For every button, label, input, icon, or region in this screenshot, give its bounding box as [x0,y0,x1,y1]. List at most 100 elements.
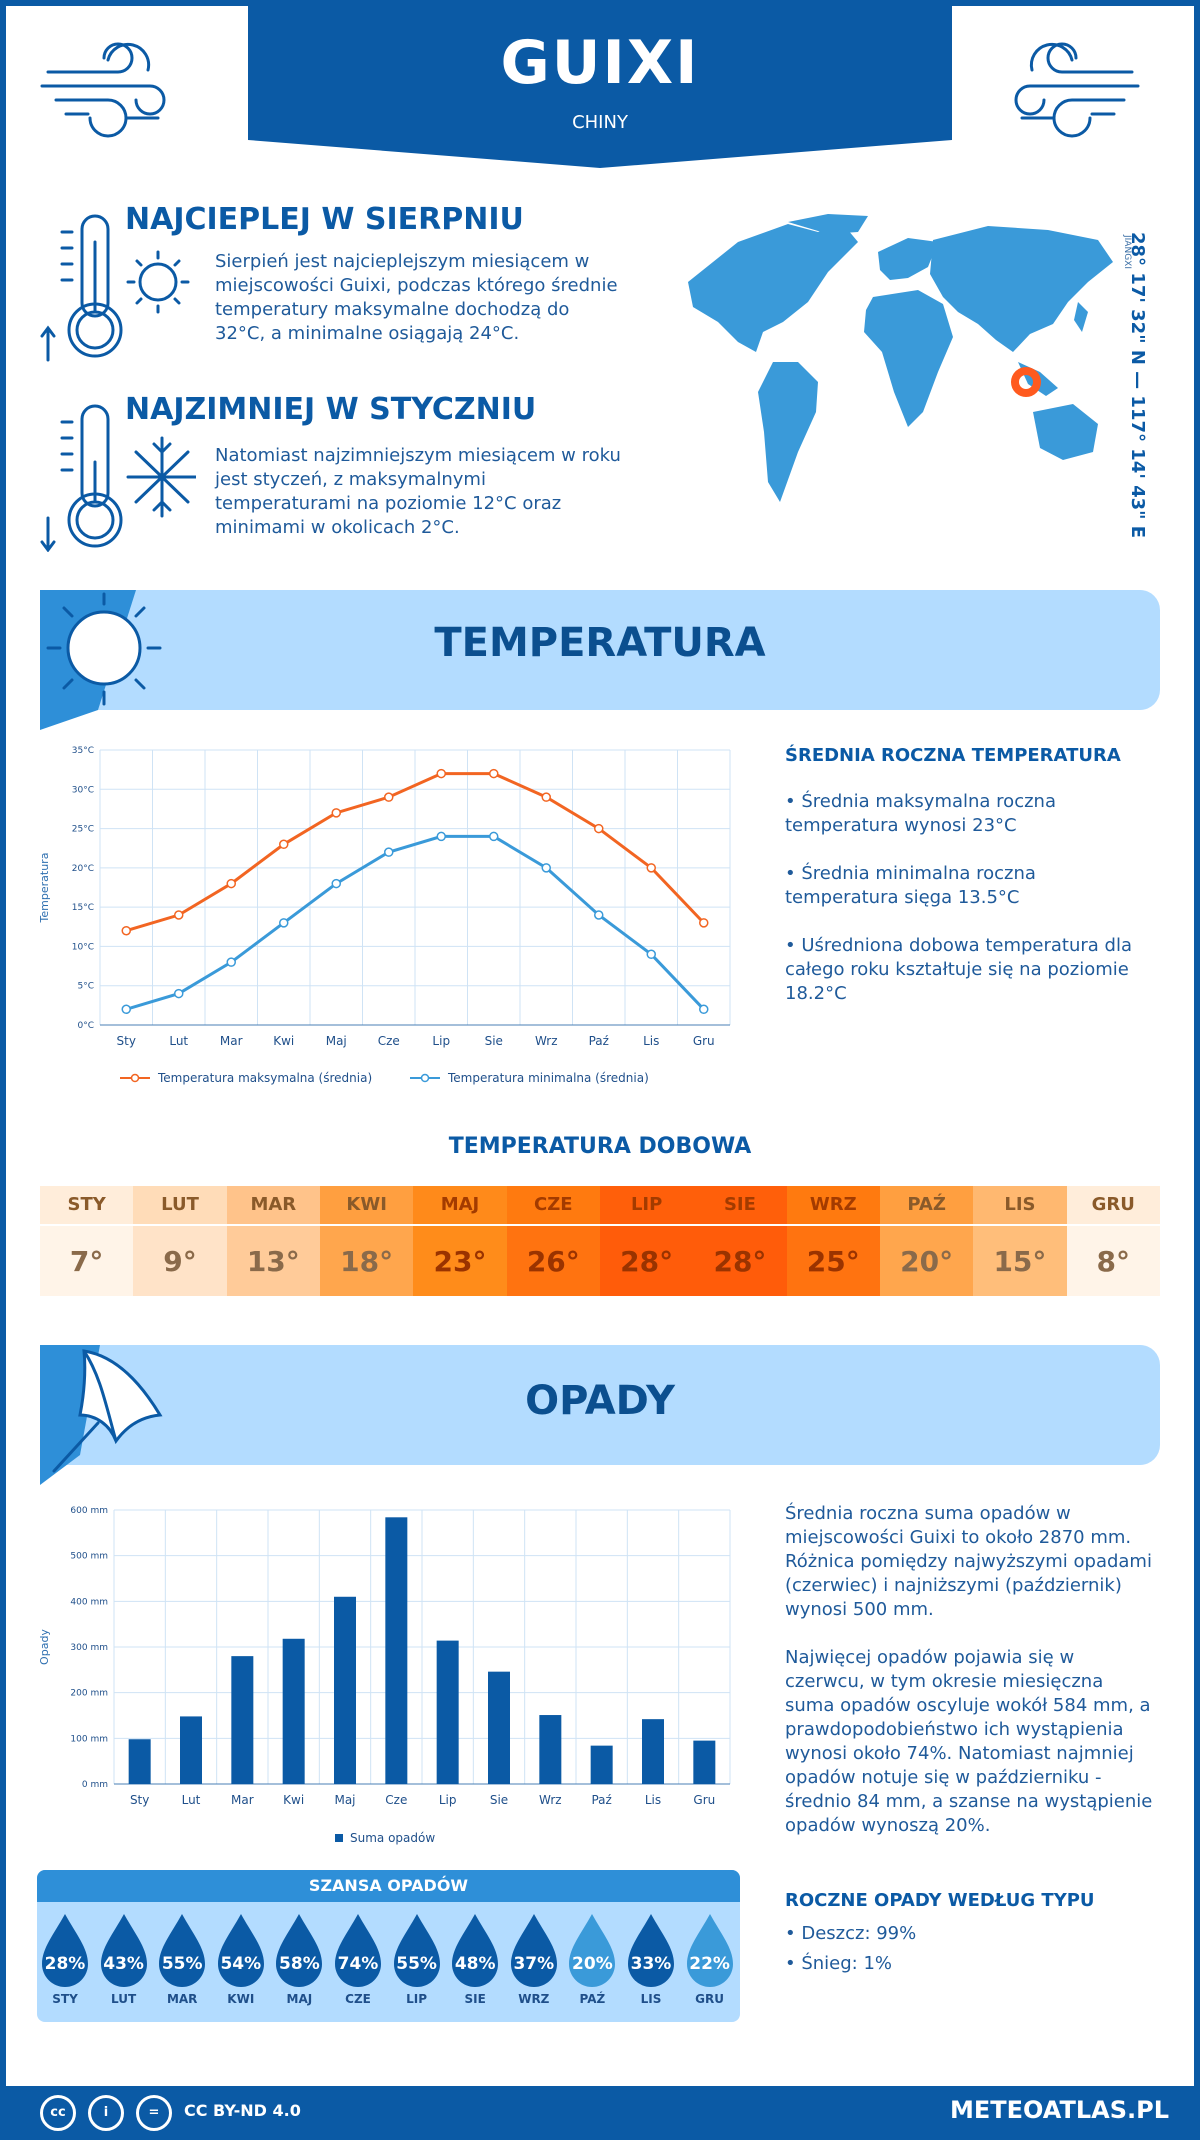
x-tick-label: Lip [439,1793,457,1807]
x-tick-label: Cze [378,1034,400,1048]
rain-chance-drop: 48% SIE [446,1912,504,2012]
x-tick-label: Lis [643,1034,659,1048]
site-link[interactable]: METEOATLAS.PL [950,2096,1170,2124]
data-point [331,878,341,889]
temperature-chart: 0°C 5°C 10°C 15°C 20°C 25°C 30°C 35°C Sty Lut Mar K… [38,746,731,1085]
x-tick-label: Wrz [535,1034,558,1048]
rain-chance-value: 74% [337,1954,379,1974]
x-tick-label: Maj [326,1034,347,1048]
y-tick-label: 35°C [72,746,94,756]
x-tick-label: Maj [334,1793,355,1807]
x-tick-label: Lip [432,1034,450,1048]
raindrop-icon [569,1914,616,1987]
data-point [174,988,184,999]
umbrella-icon [40,1345,163,1485]
daily-temp-cell: WRZ 25° [786,1186,880,1296]
data-point [436,768,446,779]
x-tick-label: Lis [645,1793,661,1807]
y-tick-label: 300 mm [70,1643,108,1653]
raindrop-icon [100,1914,147,1987]
daily-temp-cell: LIP 28° [599,1186,694,1296]
x-tick-label: Sty [117,1034,136,1048]
x-tick-label: Kwi [273,1034,294,1048]
rain-chance-month: STY [52,1992,78,2006]
data-point [489,831,499,842]
daily-temp-cell: LIS 15° [973,1186,1067,1296]
precip-type-title: ROCZNE OPADY WEDŁUG TYPU [785,1890,1095,1911]
data-point [646,863,656,873]
bar [488,1671,510,1784]
y-tick-label: 25°C [72,825,94,835]
precip-text-1: Średnia roczna suma opadów w miejscowośc… [785,1503,1152,1620]
raindrop-icon [217,1914,264,1987]
daily-temp-cell: CZE 26° [506,1186,600,1296]
rain-chance-value: 28% [44,1954,86,1974]
rain-chance-month: MAJ [286,1992,313,2006]
data-point [331,808,341,818]
rain-chance-month: SIE [464,1992,486,2006]
rain-chance-drop: 43% LUT [95,1912,153,2012]
rain-chance-value: 33% [630,1954,672,1974]
precip-type-rain: • Deszcz: 99% [785,1923,917,1944]
data-point [174,910,184,920]
y-tick-label: 200 mm [70,1689,108,1699]
data-point [384,792,394,802]
x-tick-label: Paź [589,1034,609,1048]
daily-month-label: KWI [319,1186,414,1224]
precip-band [40,1345,1160,1465]
raindrop-icon [276,1914,323,1987]
raindrop-icon [452,1914,499,1987]
data-point [594,910,604,920]
wind-icon [40,42,166,138]
annual-temp-min: • Średnia minimalna roczna temperatura s… [785,863,1036,908]
rain-chance-month: PAŹ [579,1992,606,2006]
legend-label: Temperatura minimalna (średnia) [447,1071,649,1085]
daily-temp-cell: LUT 9° [133,1186,227,1296]
bar [128,1739,151,1784]
data-point [279,918,289,928]
y-axis-label: Opady [38,1629,51,1665]
bar [539,1715,562,1784]
raindrop-icon [686,1914,733,1987]
daily-temp-title: TEMPERATURA DOBOWA [448,1134,752,1159]
rain-chance-value: 58% [279,1954,320,1974]
rain-chance-drop: 20% PAŹ [563,1912,621,2012]
data-point [384,847,394,857]
x-tick-label: Mar [220,1034,243,1048]
precip-type-snow: • Śnieg: 1% [785,1953,893,1974]
bar [590,1745,613,1784]
bar [231,1656,254,1784]
rain-chance-value: 37% [513,1954,555,1974]
rain-chance-drop: 33% LIS [622,1912,680,2012]
temperature-title: TEMPERATURA [434,620,766,666]
warmest-title: NAJCIEPLEJ W SIERPNIU [125,202,524,237]
x-tick-label: Mar [231,1793,254,1807]
province-label: JIANGXI [1122,235,1132,269]
rain-chance-month: WRZ [518,1992,550,2006]
thermometer-cold-icon [40,404,196,552]
daily-temp-value: 15° [973,1224,1067,1296]
legend-label: Suma opadów [350,1831,435,1845]
y-tick-label: 600 mm [70,1506,108,1516]
rain-chance-value: 55% [396,1954,437,1974]
coordinates: 28° 17' 32" N — 117° 14' 43" E [1127,232,1148,539]
series-line [125,834,705,1011]
legend-label: Temperatura maksymalna (średnia) [157,1071,372,1085]
daily-temp-value: 8° [1066,1224,1160,1296]
rain-chance-month: GRU [695,1992,725,2006]
daily-temp-cell: MAJ 23° [413,1186,507,1296]
rain-chance-month: LUT [111,1992,137,2006]
rain-chance-value: 48% [454,1954,496,1974]
license-label: CC BY-ND 4.0 [184,2101,301,2120]
sun-icon [40,590,162,730]
daily-month-label: CZE [506,1186,600,1224]
data-point [594,823,604,834]
daily-month-label: SIE [693,1186,787,1224]
raindrop-icon [42,1914,88,1987]
rain-chance-month: MAR [166,1992,198,2006]
raindrop-icon [628,1914,674,1987]
rain-chance-value: 43% [103,1954,144,1974]
bar [282,1638,305,1784]
legend-marker [335,1834,343,1842]
bar [436,1640,459,1784]
